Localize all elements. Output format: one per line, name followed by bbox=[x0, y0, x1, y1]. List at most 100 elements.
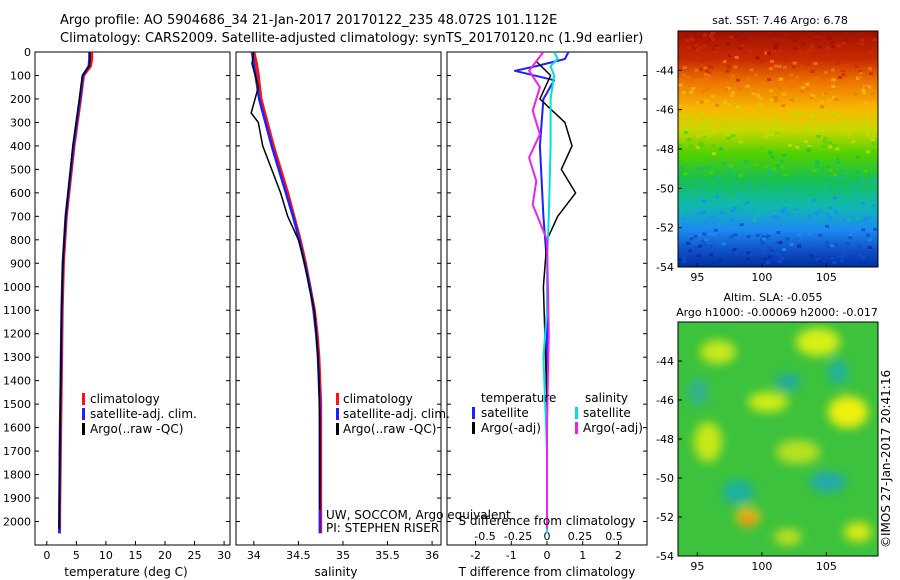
sst-speckle bbox=[701, 199, 706, 203]
sst-speckle bbox=[866, 85, 871, 89]
sst-speckle bbox=[682, 223, 687, 227]
sst-speckle bbox=[872, 248, 877, 252]
sst-speckle bbox=[785, 212, 790, 216]
sst-speckle bbox=[795, 145, 800, 149]
sst-speckle bbox=[690, 37, 695, 41]
sst-speckle bbox=[828, 168, 833, 172]
sst-speckle bbox=[793, 111, 798, 115]
sst-speckle bbox=[811, 94, 815, 98]
sst-speckle bbox=[678, 144, 682, 147]
sst-speckle bbox=[723, 202, 728, 206]
sst-speckle bbox=[687, 185, 692, 189]
sst-speckle bbox=[735, 194, 740, 198]
sst-speckle bbox=[872, 178, 876, 182]
sst-speckle bbox=[857, 58, 862, 62]
sst-speckle bbox=[798, 156, 803, 160]
sst-speckle bbox=[686, 247, 691, 251]
sst-axes: 95 100 105 -44 -46 -48 -50 -52 -54 bbox=[656, 64, 837, 284]
legend-swatch-satellite bbox=[336, 408, 339, 420]
x-tick-label: 35.5 bbox=[375, 549, 400, 562]
map-y-tick-label: -46 bbox=[656, 394, 674, 407]
sst-speckle bbox=[806, 62, 810, 66]
sst-speckle bbox=[835, 61, 840, 65]
sst-speckle bbox=[729, 53, 734, 57]
sst-speckle bbox=[742, 37, 747, 41]
legend-swatch-argo bbox=[82, 423, 85, 435]
sst-speckle bbox=[722, 108, 727, 111]
sla-anomaly bbox=[828, 396, 868, 428]
x-tick-label: 36 bbox=[425, 549, 439, 562]
sst-speckle bbox=[861, 201, 865, 205]
sst-speckle bbox=[749, 223, 754, 227]
sst-speckle bbox=[772, 33, 777, 37]
sst-speckle bbox=[703, 44, 708, 48]
sst-speckle bbox=[859, 42, 864, 46]
sst-speckle bbox=[703, 83, 708, 87]
sst-speckle bbox=[825, 224, 829, 228]
sst-speckle bbox=[685, 75, 690, 79]
sst-speckle bbox=[809, 48, 814, 52]
sst-speckle bbox=[836, 209, 841, 213]
sst-speckle bbox=[694, 68, 699, 72]
sla-anomaly bbox=[796, 328, 840, 356]
sst-speckle bbox=[778, 49, 782, 53]
depth-tick-label: 500 bbox=[10, 163, 31, 176]
sst-speckle bbox=[737, 37, 742, 41]
sst-speckle bbox=[745, 201, 750, 205]
sst-speckle bbox=[709, 53, 714, 57]
sst-speckle bbox=[796, 126, 801, 130]
sst-speckle bbox=[828, 145, 833, 149]
sst-speckle bbox=[769, 251, 774, 254]
sst-speckle bbox=[680, 213, 685, 217]
sst-speckle bbox=[854, 55, 859, 59]
sst-speckle bbox=[793, 210, 798, 214]
sst-speckle bbox=[783, 109, 788, 113]
sst-speckle bbox=[707, 114, 712, 118]
sst-speckle bbox=[797, 120, 802, 124]
sst-speckle bbox=[695, 151, 700, 155]
sst-speckle bbox=[863, 217, 868, 221]
sst-speckle bbox=[823, 71, 828, 75]
sst-speckle bbox=[681, 215, 686, 219]
sst-speckle bbox=[741, 194, 746, 198]
sst-speckle bbox=[827, 141, 832, 145]
sst-speckle bbox=[851, 250, 856, 254]
sst-speckle bbox=[725, 133, 730, 137]
x-tick-label: 20 bbox=[158, 549, 172, 562]
sst-speckle bbox=[775, 133, 780, 137]
sst-speckle bbox=[758, 189, 763, 192]
sst-speckle bbox=[831, 85, 836, 88]
sst-speckle bbox=[683, 172, 688, 176]
sst-speckle bbox=[859, 182, 864, 186]
sst-speckle bbox=[767, 255, 772, 259]
sst-speckle bbox=[829, 211, 834, 215]
legend-label: climatology bbox=[90, 392, 160, 406]
sst-speckle bbox=[801, 42, 806, 46]
sst-speckle bbox=[827, 36, 832, 40]
sst-speckle bbox=[841, 41, 846, 45]
sst-speckle bbox=[708, 195, 713, 198]
salinity-xlabel: salinity bbox=[314, 565, 357, 579]
sst-speckle bbox=[870, 92, 875, 96]
sst-speckle bbox=[759, 146, 764, 150]
sst-speckle bbox=[860, 120, 865, 124]
sst-speckle bbox=[785, 237, 790, 241]
depth-tick-label: 1800 bbox=[3, 469, 31, 482]
sst-speckle bbox=[810, 44, 815, 48]
sst-speckle bbox=[711, 197, 716, 201]
depth-tick-label: 1000 bbox=[3, 281, 31, 294]
sst-speckle bbox=[797, 233, 802, 237]
sst-speckle bbox=[775, 187, 780, 190]
sla-anomaly bbox=[748, 392, 788, 412]
sst-speckle bbox=[819, 167, 824, 171]
sst-speckle bbox=[873, 82, 878, 85]
sla-anomaly bbox=[688, 378, 708, 406]
sst-speckle bbox=[832, 156, 837, 160]
sst-speckle bbox=[699, 78, 704, 82]
sst-speckle bbox=[806, 148, 811, 152]
sst-speckle bbox=[831, 78, 836, 82]
sst-speckle bbox=[697, 200, 702, 204]
sst-speckle bbox=[731, 91, 736, 95]
sst-speckle bbox=[746, 152, 751, 155]
